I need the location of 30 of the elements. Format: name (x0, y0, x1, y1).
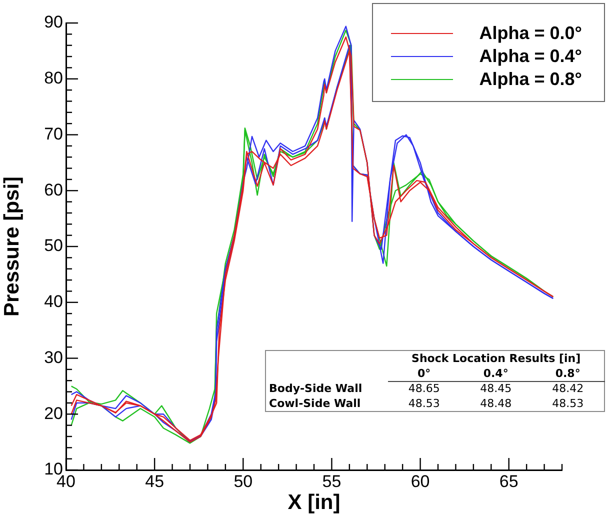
legend-label: Alpha = 0.4° (479, 46, 582, 67)
legend-label: Alpha = 0.8° (479, 69, 582, 90)
y-tick-label: 30 (44, 348, 63, 367)
y-tick-label: 50 (44, 236, 63, 256)
y-tick-label: 90 (44, 12, 63, 32)
annotation: 0.8° (554, 366, 582, 381)
annotation: 48.53 (407, 396, 441, 412)
annotation: 48.65 (407, 381, 441, 396)
y-tick-label: 60 (44, 180, 63, 200)
annotation: Shock Location Results [in] (410, 351, 582, 366)
annotation: 48.48 (479, 396, 513, 412)
x-tick-label: 65 (499, 472, 518, 491)
y-tick-label: 80 (44, 68, 63, 88)
x-axis-title: X [in] (288, 491, 340, 514)
y-tick-label: 20 (44, 404, 63, 423)
annotation: 48.45 (479, 381, 513, 396)
legend-label: Alpha = 0.0° (479, 23, 582, 44)
annotation: 0.4° (482, 366, 510, 381)
x-tick-label: 60 (410, 472, 430, 491)
x-tick-label: 50 (234, 472, 253, 491)
y-tick-label: 70 (44, 124, 63, 144)
y-tick-label: 40 (44, 292, 63, 312)
annotation: Cowl-Side Wall (268, 396, 362, 412)
annotation: 48.42 (551, 381, 585, 396)
x-tick-label: 45 (145, 472, 164, 491)
y-axis-title: Pressure [psi] (0, 176, 24, 317)
annotation: Body-Side Wall (268, 381, 364, 396)
x-tick-label: 55 (322, 472, 342, 491)
annotation: 0° (416, 366, 432, 381)
annotation: 48.53 (551, 396, 585, 412)
